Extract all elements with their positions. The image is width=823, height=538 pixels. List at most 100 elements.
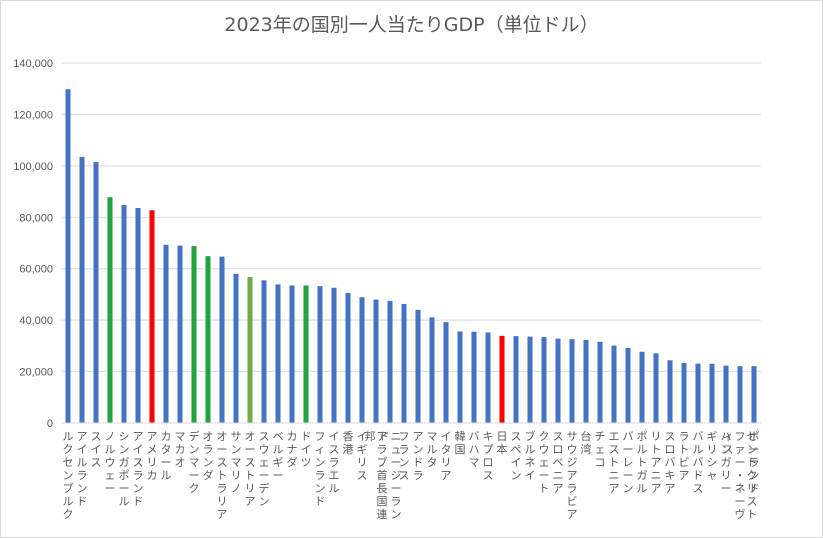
svg-text:リトアニア: リトアニア — [651, 430, 662, 495]
svg-text:シンガポール: シンガポール — [119, 430, 130, 508]
svg-text:フィンランド: フィンランド — [315, 430, 326, 508]
svg-text:バハマ: バハマ — [469, 430, 480, 469]
x-category-label: デンマーク — [189, 429, 200, 495]
x-category-label: スロベニア — [553, 430, 564, 495]
svg-text:ドイツ: ドイツ — [301, 430, 312, 469]
bar — [79, 156, 85, 423]
y-tick-label: 140,000 — [13, 58, 53, 70]
x-category-label: オーストリア — [245, 430, 256, 508]
bar — [597, 341, 603, 423]
bar — [527, 336, 533, 423]
svg-text:ポルトガル: ポルトガル — [637, 430, 648, 495]
svg-text:イギリス: イギリス — [357, 430, 368, 482]
bar — [667, 360, 673, 423]
bar — [751, 366, 757, 423]
svg-text:ハンガリー: ハンガリー — [721, 430, 732, 495]
bar — [471, 331, 477, 423]
y-tick-label: 40,000 — [19, 315, 53, 327]
x-category-label: フィンランド — [315, 430, 326, 508]
svg-text:スロバキア: スロバキア — [665, 430, 676, 495]
bar — [93, 162, 99, 423]
x-axis-labels: ルクセンブルクアイルランドスイスノルウェーシンガポールアイスランドアメリカカター… — [63, 429, 760, 521]
bar — [555, 338, 561, 423]
svg-text:アンドラ: アンドラ — [413, 430, 424, 482]
x-category-label: バハマ — [469, 430, 480, 469]
bar — [485, 332, 491, 423]
x-category-label: フランス — [399, 430, 410, 482]
bar — [695, 363, 701, 423]
bar — [289, 285, 295, 423]
bar — [429, 317, 435, 423]
svg-text:ベルギー: ベルギー — [273, 430, 284, 482]
bar — [639, 351, 645, 423]
svg-text:サンマリノ: サンマリノ — [231, 430, 242, 495]
x-category-label: エストニア — [609, 430, 620, 495]
bar — [219, 256, 225, 423]
svg-text:台湾: 台湾 — [581, 429, 592, 456]
x-category-label: ベルギー — [273, 430, 284, 482]
bar — [611, 345, 617, 423]
bar — [303, 285, 309, 423]
bar — [359, 297, 365, 423]
x-category-label: スペイン — [511, 430, 522, 482]
x-category-label: ドイツ — [301, 430, 312, 469]
bar — [373, 299, 379, 423]
x-category-label: ギリシャ — [707, 430, 718, 482]
x-category-label: クウェート — [539, 430, 550, 495]
y-tick-label: 100,000 — [13, 161, 53, 173]
svg-text:アイルランド: アイルランド — [77, 430, 88, 508]
svg-text:アイスランド: アイスランド — [133, 430, 144, 508]
x-category-label: カタール — [161, 430, 172, 482]
svg-text:キプロス: キプロス — [483, 430, 494, 482]
x-category-label: 香港 — [343, 430, 354, 456]
svg-text:ギリシャ: ギリシャ — [707, 430, 718, 482]
svg-text:セントクリスト: セントクリスト — [747, 430, 758, 521]
svg-text:日本: 日本 — [497, 430, 508, 456]
bar — [261, 280, 267, 423]
bar — [415, 309, 421, 423]
svg-text:イスラエル: イスラエル — [329, 430, 340, 495]
x-category-label: 台湾 — [581, 429, 592, 456]
bar — [653, 353, 659, 423]
x-category-label: スイス — [91, 430, 102, 469]
svg-text:ニュージーラン: ニュージーラン — [391, 430, 402, 521]
y-tick-label: 0 — [47, 418, 53, 430]
svg-text:香港: 香港 — [343, 430, 354, 456]
x-category-label: キプロス — [483, 430, 494, 482]
bar — [275, 284, 281, 423]
svg-text:スウェーデン: スウェーデン — [259, 430, 270, 508]
x-category-label: ルクセンブルク — [63, 430, 74, 521]
x-category-label: スロバキア — [665, 430, 676, 495]
x-category-label: バーレーン — [623, 430, 634, 495]
x-category-label: イスラエル — [329, 430, 340, 495]
x-category-label: サンマリノ — [231, 430, 242, 495]
svg-text:デンマーク: デンマーク — [189, 429, 200, 495]
svg-text:ド: ド — [379, 430, 390, 443]
x-category-label: チェコ — [595, 430, 606, 469]
bar — [177, 245, 183, 423]
x-category-label: 韓国 — [455, 430, 466, 456]
bar — [541, 337, 547, 423]
svg-text:マルタ: マルタ — [427, 430, 438, 469]
svg-text:バーレーン: バーレーン — [623, 430, 634, 495]
bar — [135, 208, 141, 423]
y-tick-label: 120,000 — [13, 109, 53, 121]
x-category-label: 日本 — [497, 430, 508, 456]
bar — [457, 331, 463, 423]
bar — [499, 335, 505, 423]
x-category-label: イギリス — [357, 430, 368, 482]
x-category-label: アイスランド — [133, 430, 144, 508]
svg-text:ルクセンブルク: ルクセンブルク — [63, 430, 74, 521]
bar — [625, 347, 631, 423]
bar — [737, 366, 743, 423]
bar — [317, 286, 323, 423]
bar — [121, 204, 127, 423]
x-category-label: マカオ — [175, 430, 186, 469]
svg-text:スイス: スイス — [91, 430, 102, 469]
bar — [583, 339, 589, 423]
y-tick-label: 20,000 — [19, 367, 53, 379]
bar — [513, 336, 519, 423]
bar — [163, 244, 169, 423]
